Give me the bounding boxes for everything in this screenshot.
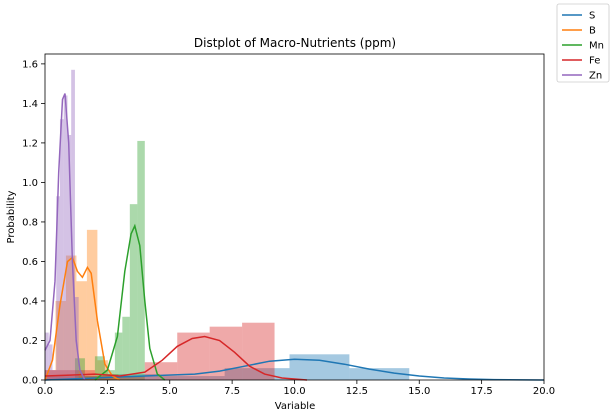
x-tick-label: 17.5 [470,386,492,397]
y-tick-label: 1.0 [22,178,38,189]
x-tick-label: 15.0 [408,386,430,397]
hist-bar-mn [114,332,123,380]
legend-label-fe: Fe [589,56,600,67]
hist-bar-b [65,255,77,380]
kde-line-mn [94,223,166,381]
y-tick-label: 0.8 [22,217,38,228]
hist-bar-mn [122,316,130,380]
y-tick-label: 0.2 [22,336,38,347]
kde-line-zn [44,93,86,381]
legend-label-zn: Zn [589,71,602,82]
legend-frame [556,3,610,83]
x-tick-label: 7.5 [224,386,240,397]
x-tick-label: 20.0 [533,386,555,397]
hist-bar-mn [129,204,138,380]
hist-bar-s [159,376,225,380]
legend: SB Mn Fe Zn [556,3,610,83]
legend-label-b: B [589,26,596,37]
y-tick-label: 1.6 [22,59,38,70]
legend-label-s: S [589,11,595,22]
plot-area [44,69,545,381]
hist-bar-zn [56,196,60,380]
x-tick-label: 10.0 [283,386,305,397]
hist-bar-b [86,229,98,380]
hist-bar-zn [71,69,75,380]
y-tick-label: 1.2 [22,138,38,149]
x-tick-label: 12.5 [346,386,368,397]
y-tick-label: 0.4 [22,296,38,307]
kde-line-s [44,358,545,381]
kde-line-b [44,256,121,381]
axes-frame [44,53,545,381]
hist-bar-zn [45,332,49,380]
hist-bar-zn [59,119,64,380]
hist-bar-s [289,354,350,380]
chart-title: Distplot of Macro-Nutrients (ppm) [194,36,396,50]
hist-bar-fe [94,376,145,380]
y-axis-label: Probability [6,190,17,243]
hist-bar-zn [48,344,53,380]
hist-bar-b [97,360,108,380]
hist-bar-s [45,376,103,380]
hist-bar-b [45,370,56,380]
hist-bar-zn [63,95,68,380]
hist-bar-fe [177,332,210,380]
legend-label-mn: Mn [589,41,604,52]
y-tick-label: 0.6 [22,257,38,268]
y-tick-label: 1.4 [22,99,38,110]
hist-bar-s [224,368,290,380]
hist-bar-zn [67,135,72,380]
hist-bar-b [55,300,66,380]
axis-ticks: 0.0 2.5 5.0 7.5 10.0 12.5 15.0 17.5 20.0 0.0 0.2 0.… [22,59,555,397]
y-tick-label: 0.0 [22,376,38,387]
hist-bar-s [349,368,410,380]
x-tick-label: 2.5 [99,386,115,397]
hist-bar-mn [94,356,105,380]
hist-bar-b [76,281,87,380]
x-tick-label: 0.0 [37,386,53,397]
x-tick-label: 5.0 [162,386,178,397]
kde-line-fe [44,335,308,381]
x-axis-label: Variable [275,401,316,412]
